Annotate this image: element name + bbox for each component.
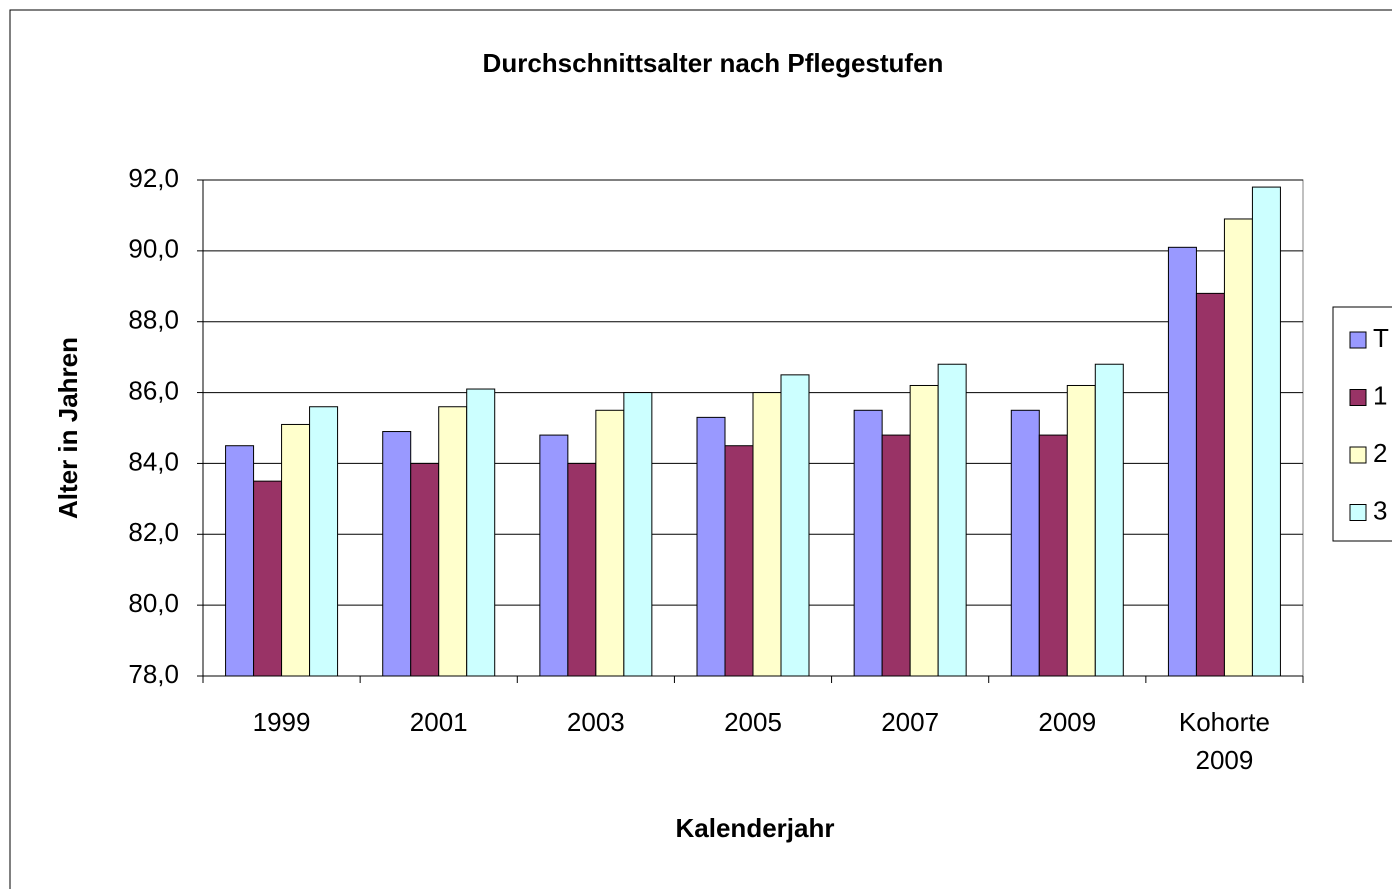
x-tick-label: 2003 [566,707,625,737]
bar [752,392,782,677]
y-tick-label: 90,0 [128,234,179,264]
bar [780,374,810,677]
y-tick-label: 92,0 [128,163,179,193]
y-tick-label: 82,0 [128,517,179,547]
bar [623,392,653,677]
bar [1066,384,1096,677]
legend-label: 3 [1373,495,1387,525]
bar [696,416,726,677]
bar [225,445,255,677]
bar [1094,363,1124,677]
bar [281,423,311,677]
bar [1038,434,1068,677]
bar [567,462,597,677]
y-tick-label: 84,0 [128,446,179,476]
x-tick-label: 2001 [409,707,468,737]
chart-title: Durchschnittsalter nach Pflegestufen [483,48,944,78]
y-tick-label: 78,0 [128,659,179,689]
y-axis-title: Alter in Jahren [53,337,83,519]
bar [438,406,468,677]
legend-swatch [1349,446,1367,464]
bar [539,434,569,677]
bar [1223,218,1253,677]
legend-swatch [1349,389,1367,406]
bar [881,434,911,677]
bar [410,462,440,677]
x-tick-label: 2009 [1038,707,1097,737]
bar [1195,292,1225,677]
x-axis-title: Kalenderjahr [676,813,835,843]
y-tick-label: 88,0 [128,305,179,335]
bar [253,480,283,677]
bar [937,363,967,677]
y-tick-label: 86,0 [128,375,179,405]
bar [382,431,412,677]
x-tick-label: 1999 [252,707,311,737]
x-tick-label: Kohorte 2009 [1178,707,1270,775]
legend-swatch [1349,331,1367,349]
y-tick-label: 80,0 [128,588,179,618]
bar [466,388,496,677]
legend-label: 2 [1373,438,1387,468]
legend-label: 1 [1373,380,1387,410]
legend-label: T [1373,323,1389,353]
bar [1167,246,1197,677]
bar [1010,409,1040,677]
legend-swatch [1349,504,1367,521]
x-tick-label: 2005 [724,707,782,737]
bar [909,384,939,677]
bar [595,409,625,677]
x-tick-label: 2007 [881,707,940,737]
bar [724,445,754,677]
bar [853,409,883,677]
bar [309,406,339,677]
bar [1251,186,1281,677]
